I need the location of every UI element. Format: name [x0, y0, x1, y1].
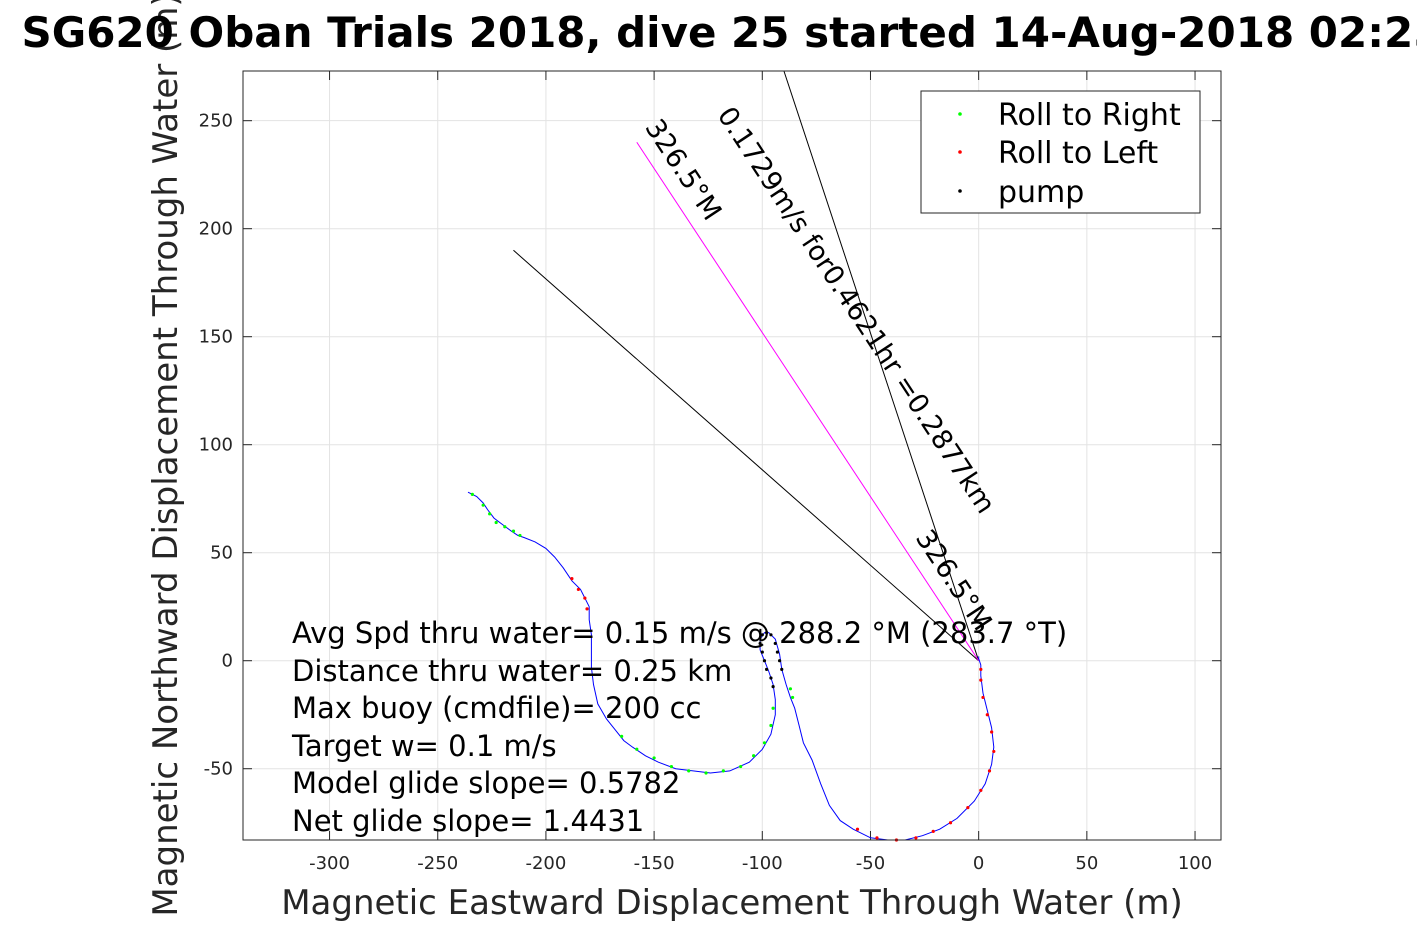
roll-to-left-marker [855, 827, 860, 831]
roll-to-left-marker [583, 596, 587, 600]
x-tick-label: -50 [856, 853, 885, 874]
roll-to-left-marker [966, 805, 970, 810]
x-tick-label: -250 [417, 853, 458, 874]
x-axis-label: Magnetic Eastward Displacement Through W… [281, 883, 1183, 923]
roll-to-right-marker [752, 754, 756, 758]
net-glide-slope-annotation: Net glide slope= 1.4431 [292, 804, 644, 838]
pump-marker [760, 633, 764, 637]
pump-marker [775, 650, 780, 654]
y-tick-label: 100 [199, 435, 233, 456]
pump-marker [780, 667, 784, 671]
heading-line [783, 70, 980, 661]
roll-to-right-marker [788, 687, 793, 691]
roll-to-left-marker [914, 836, 918, 840]
roll-to-left-marker [576, 587, 580, 592]
axis-ticks: -300 -250 -200 -150 -100 -50 0 50 100 -50 0 50 100 15… [199, 71, 1221, 874]
legend-marker-pump [958, 189, 962, 193]
x-tick-label: -150 [634, 853, 675, 874]
roll-to-right-marker [790, 695, 795, 700]
roll-markers [470, 492, 996, 842]
roll-to-right-marker [721, 769, 725, 773]
legend-marker-roll-left [958, 150, 962, 154]
roll-to-left-marker [987, 769, 992, 773]
pump-marker [765, 631, 769, 635]
roll-to-left-marker [985, 713, 989, 717]
heading-lines [513, 70, 980, 662]
roll-to-right-marker [481, 503, 485, 507]
pump-marker [758, 641, 762, 646]
avg-speed-annotation: Avg Spd thru water= 0.15 m/s @ 288.2 °M … [292, 616, 1067, 650]
x-tick-label: -100 [742, 853, 783, 874]
roll-to-right-marker [739, 764, 743, 769]
pump-marker [769, 676, 773, 680]
roll-to-left-marker [931, 829, 935, 833]
max-buoy-annotation: Max buoy (cmdfile)= 200 cc [292, 691, 701, 725]
roll-to-left-marker [570, 577, 574, 581]
roll-to-right-marker [769, 723, 773, 728]
y-tick-label: 0 [222, 651, 233, 672]
legend-label-pump: pump [998, 175, 1084, 210]
x-tick-label: 100 [1178, 853, 1212, 874]
model-glide-slope-annotation: Model glide slope= 0.5782 [292, 766, 680, 800]
pump-marker [765, 667, 769, 671]
roll-to-right-marker [652, 756, 656, 760]
x-tick-label: -300 [309, 853, 350, 874]
legend-label-roll-left: Roll to Left [998, 136, 1158, 171]
pump-marker [769, 633, 773, 637]
roll-to-left-marker [875, 836, 879, 840]
roll-to-right-marker [687, 769, 691, 773]
y-tick-label: -50 [204, 759, 233, 780]
x-tick-label: 50 [1075, 853, 1098, 874]
pump-marker [778, 659, 782, 663]
roll-to-left-marker [979, 667, 983, 671]
legend-marker-roll-right [958, 112, 962, 116]
distance-annotation: Distance thru water= 0.25 km [292, 654, 732, 688]
heading-annotation: 326.5°M [638, 114, 727, 226]
legend-box [920, 90, 1201, 214]
roll-to-left-marker [981, 695, 985, 700]
x-tick-label: 0 [973, 853, 984, 874]
y-tick-label: 250 [199, 111, 233, 132]
roll-to-left-marker [990, 730, 994, 734]
heading-line [513, 249, 979, 662]
roll-to-left-marker [979, 678, 983, 682]
roll-to-left-marker [585, 607, 589, 611]
roll-to-left-marker [948, 821, 953, 825]
roll-to-right-marker [704, 771, 708, 775]
heading-line [636, 142, 980, 661]
y-axis-label: Magnetic Northward Displacement Through … [146, 0, 186, 917]
roll-to-right-marker [488, 512, 492, 516]
y-tick-label: 150 [199, 327, 233, 348]
pump-marker [771, 685, 775, 689]
plot-frame [242, 70, 1222, 841]
roll-to-right-marker [470, 492, 474, 496]
target-w-annotation: Target w= 0.1 m/s [291, 729, 557, 763]
chart-title: SG620 Oban Trials 2018, dive 25 started … [21, 8, 1417, 57]
roll-to-right-marker [494, 520, 498, 525]
roll-to-right-marker [762, 741, 767, 745]
roll-to-left-marker [992, 749, 996, 754]
roll-to-right-marker [669, 764, 674, 769]
roll-to-right-marker [518, 533, 522, 538]
pump-marker [760, 650, 764, 654]
roll-to-left-marker [979, 788, 983, 792]
roll-to-right-marker [620, 734, 624, 738]
roll-to-right-marker [511, 529, 516, 533]
y-tick-label: 200 [199, 219, 233, 240]
legend: Roll to Right Roll to Left pump [920, 90, 1201, 214]
y-tick-label: 50 [210, 543, 233, 564]
x-tick-label: -200 [525, 853, 566, 874]
pump-marker [762, 659, 767, 663]
roll-to-right-marker [503, 525, 507, 529]
roll-to-right-marker [635, 747, 639, 751]
roll-to-right-marker [771, 706, 775, 710]
grid-lines [243, 71, 1221, 840]
pump-marker [773, 641, 777, 646]
stats-annotations: Avg Spd thru water= 0.15 m/s @ 288.2 °M … [291, 616, 1067, 838]
legend-label-roll-right: Roll to Right [998, 98, 1181, 133]
